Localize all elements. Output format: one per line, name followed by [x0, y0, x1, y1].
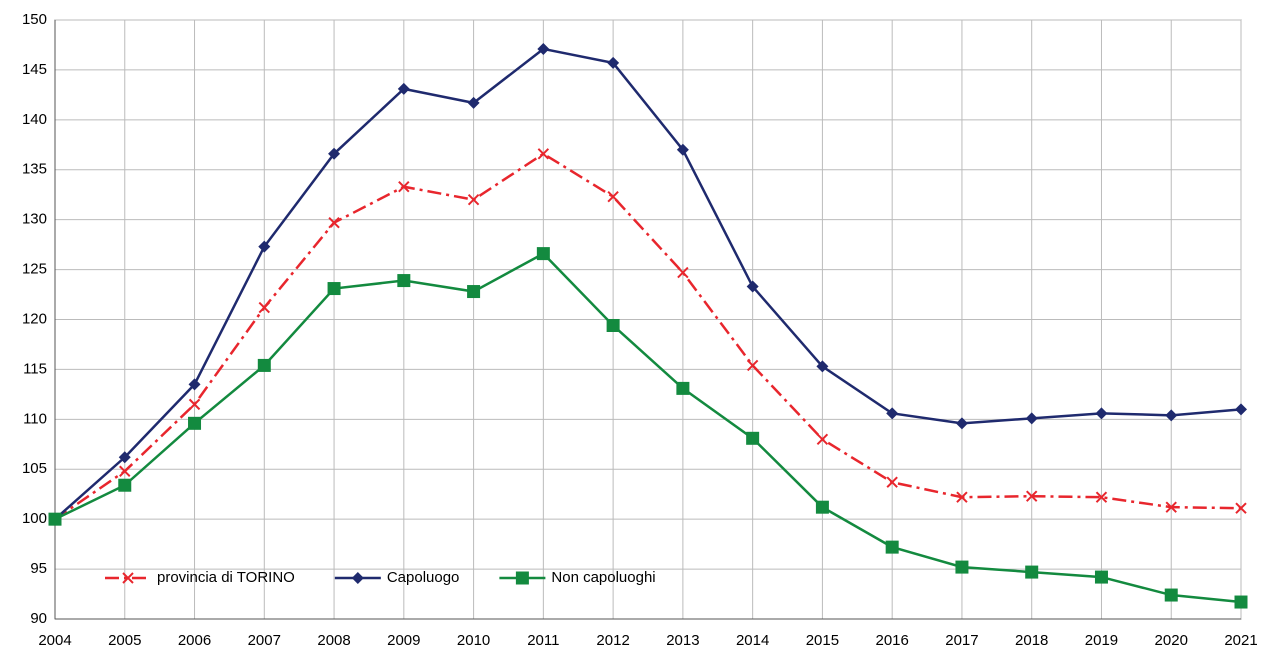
- marker: [118, 478, 132, 492]
- marker: [955, 417, 968, 430]
- x-tick-label: 2017: [945, 632, 978, 649]
- marker: [467, 193, 480, 206]
- marker: [398, 181, 410, 193]
- y-tick-label: 130: [22, 211, 47, 228]
- marker: [676, 143, 689, 156]
- x-tick-label: 2013: [666, 632, 699, 649]
- marker: [537, 148, 550, 160]
- marker: [397, 82, 410, 95]
- x-tick-label: 2005: [108, 632, 141, 649]
- x-tick-label: 2012: [596, 632, 629, 649]
- marker: [1095, 407, 1108, 420]
- marker: [397, 274, 411, 288]
- marker: [188, 378, 201, 391]
- marker: [1094, 570, 1108, 584]
- marker: [257, 358, 271, 372]
- legend-label: Capoluogo: [387, 569, 460, 586]
- marker: [467, 285, 481, 299]
- marker: [328, 216, 340, 229]
- series-line: [54, 152, 1242, 521]
- marker: [188, 416, 202, 430]
- marker: [886, 476, 898, 488]
- marker: [1235, 403, 1247, 416]
- marker: [258, 240, 271, 253]
- x-tick-label: 2004: [38, 632, 71, 649]
- marker: [1165, 409, 1178, 422]
- marker: [606, 318, 620, 332]
- marker: [1234, 595, 1248, 609]
- marker: [118, 451, 131, 464]
- legend-marker: [351, 572, 364, 584]
- y-tick-label: 145: [22, 61, 47, 78]
- marker: [537, 42, 550, 55]
- marker: [607, 190, 619, 203]
- y-tick-label: 110: [23, 410, 47, 427]
- legend-marker: [122, 572, 134, 584]
- marker: [886, 407, 899, 420]
- marker: [188, 398, 201, 411]
- x-tick-label: 2015: [806, 632, 839, 649]
- marker: [746, 280, 759, 293]
- y-tick-label: 125: [22, 261, 47, 278]
- x-tick-label: 2009: [387, 632, 420, 649]
- x-tick-label: 2006: [178, 632, 211, 649]
- marker: [885, 540, 899, 554]
- legend-marker: [515, 571, 529, 585]
- y-tick-label: 100: [22, 510, 47, 527]
- x-tick-label: 2011: [527, 632, 559, 649]
- series-line: [54, 252, 1242, 604]
- marker: [119, 465, 131, 477]
- marker: [816, 360, 829, 373]
- marker: [48, 512, 62, 526]
- y-tick-label: 135: [22, 161, 47, 178]
- legend-label: provincia di TORINO: [157, 569, 295, 586]
- marker: [956, 491, 968, 503]
- y-tick-label: 120: [22, 310, 47, 327]
- marker: [746, 431, 760, 445]
- marker: [815, 500, 829, 514]
- marker: [1235, 502, 1247, 514]
- marker: [1025, 565, 1039, 579]
- x-tick-label: 2014: [736, 632, 769, 649]
- marker: [955, 560, 969, 574]
- x-tick-label: 2008: [317, 632, 350, 649]
- marker: [607, 56, 620, 69]
- marker: [536, 247, 550, 261]
- y-tick-label: 150: [22, 11, 47, 28]
- marker: [1164, 588, 1178, 602]
- legend-label: Non capoluoghi: [551, 569, 655, 586]
- y-tick-label: 140: [22, 111, 47, 128]
- marker: [677, 266, 689, 279]
- y-tick-label: 95: [30, 560, 47, 577]
- marker: [1025, 412, 1038, 425]
- marker: [676, 381, 690, 395]
- x-tick-label: 2019: [1085, 632, 1118, 649]
- x-tick-label: 2007: [248, 632, 281, 649]
- y-tick-label: 115: [23, 360, 47, 377]
- y-tick-label: 105: [22, 460, 47, 477]
- marker: [816, 433, 829, 446]
- x-tick-label: 2010: [457, 632, 490, 649]
- x-tick-label: 2018: [1015, 632, 1048, 649]
- marker: [1165, 501, 1177, 513]
- series-line: [54, 47, 1242, 521]
- marker: [1095, 491, 1108, 503]
- x-tick-label: 2020: [1155, 632, 1188, 649]
- marker: [746, 359, 759, 372]
- x-tick-label: 2016: [875, 632, 908, 649]
- marker: [258, 301, 271, 314]
- marker: [327, 282, 341, 296]
- y-tick-label: 90: [30, 610, 47, 627]
- x-tick-label: 2021: [1224, 632, 1257, 649]
- marker: [1026, 490, 1038, 502]
- marker: [328, 147, 341, 160]
- marker: [467, 96, 480, 109]
